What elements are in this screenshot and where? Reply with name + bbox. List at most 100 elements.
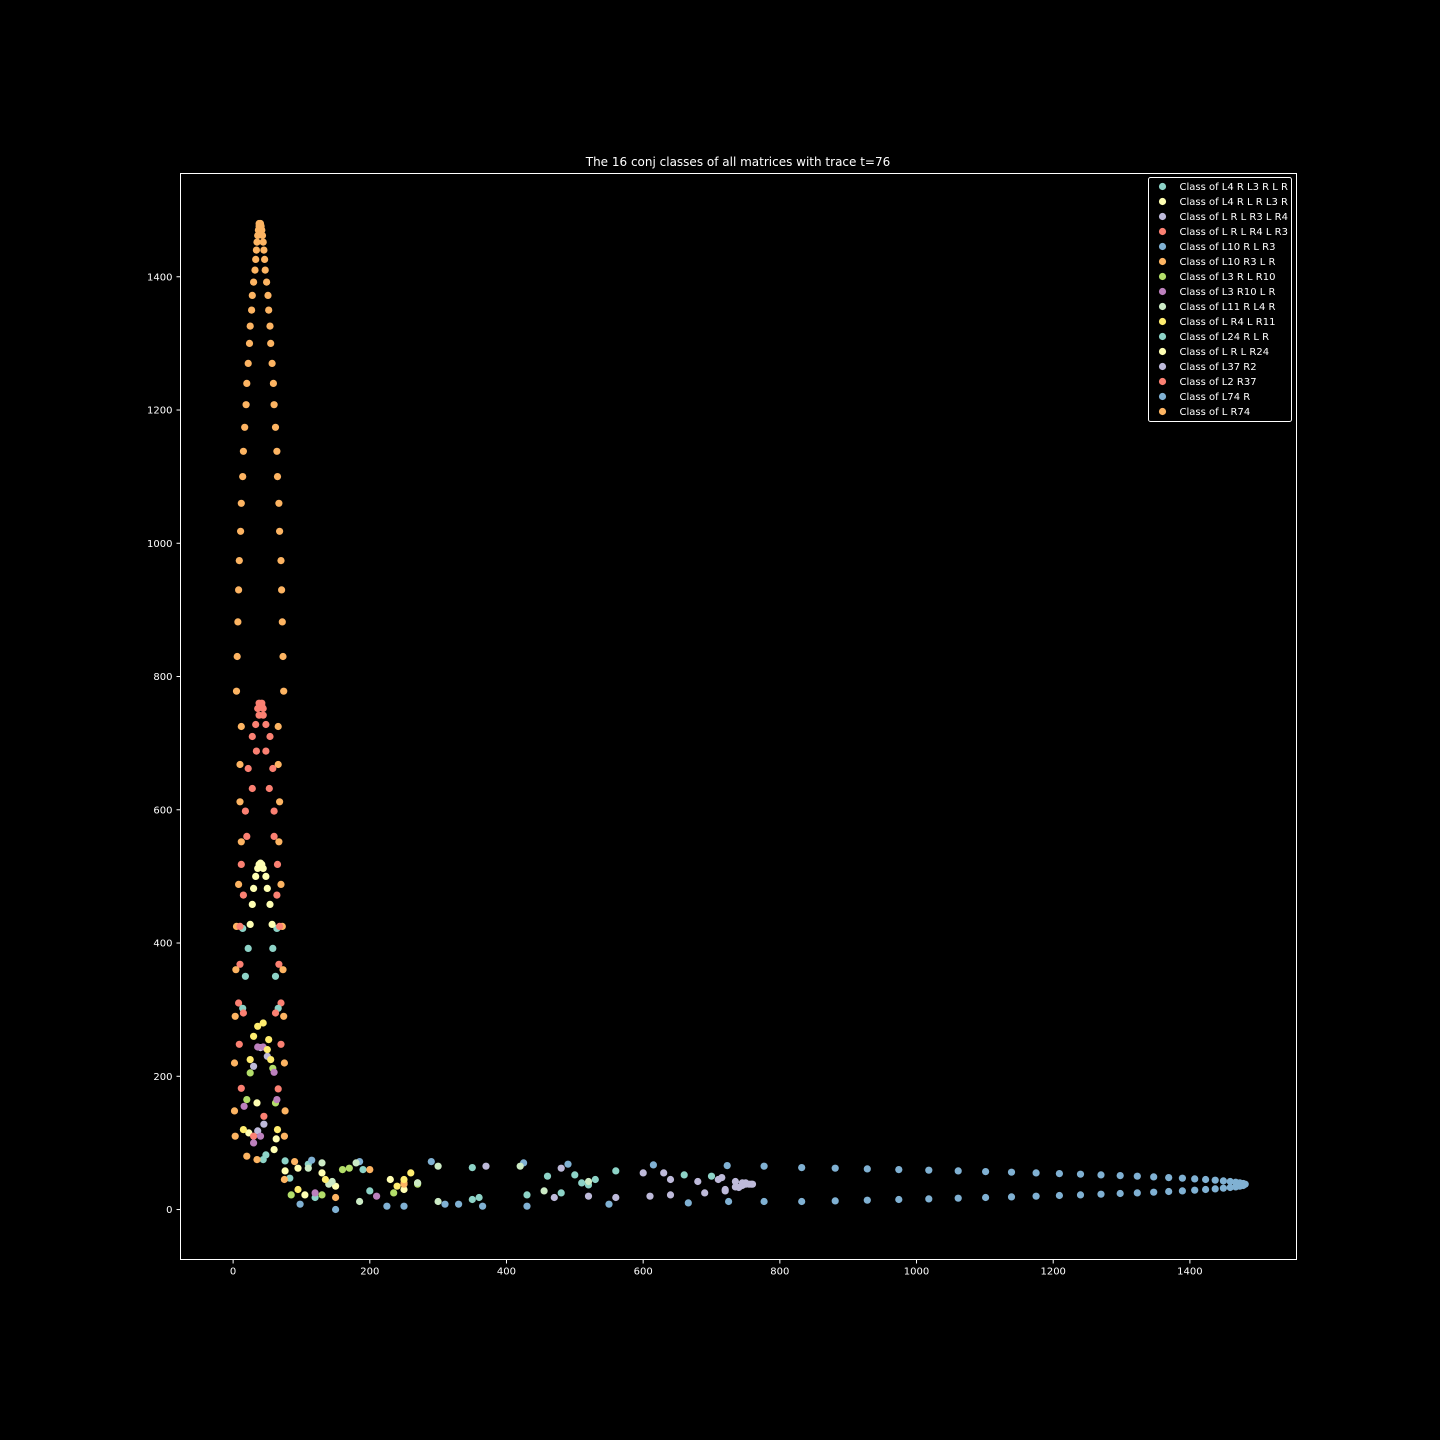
data-point-s14-45 bbox=[1191, 1186, 1199, 1194]
data-point-s5-25 bbox=[291, 1158, 299, 1166]
data-point-s14-12 bbox=[1097, 1171, 1105, 1179]
data-point-s15-5 bbox=[252, 246, 260, 254]
data-point-s14-39 bbox=[1097, 1190, 1105, 1198]
data-point-s2-9 bbox=[550, 1193, 558, 1202]
data-point-s14-34 bbox=[982, 1193, 990, 1202]
data-point-s6-5 bbox=[318, 1191, 326, 1199]
data-point-s5-9 bbox=[279, 966, 287, 974]
data-point-s10-15 bbox=[523, 1191, 531, 1199]
data-point-s14-38 bbox=[1076, 1191, 1085, 1199]
data-point-s0-4 bbox=[468, 1164, 476, 1172]
legend-marker-4 bbox=[1158, 242, 1167, 251]
data-point-s5-3 bbox=[281, 1107, 289, 1115]
legend-marker-14 bbox=[1158, 392, 1167, 401]
data-point-s11-1 bbox=[268, 920, 276, 929]
data-point-s11-6 bbox=[252, 872, 260, 881]
data-point-s5-23 bbox=[253, 1156, 261, 1164]
data-point-s14-30 bbox=[863, 1196, 871, 1204]
data-point-s14-22 bbox=[1226, 1177, 1234, 1186]
data-point-s4-17 bbox=[479, 1202, 487, 1210]
data-point-s15-42 bbox=[271, 423, 280, 431]
data-point-s14-31 bbox=[895, 1195, 903, 1204]
data-point-s7-8 bbox=[373, 1192, 381, 1200]
data-point-s14-11 bbox=[1076, 1170, 1085, 1178]
legend-label-12: Class of L37 R2 bbox=[1180, 362, 1257, 373]
data-point-s0-7 bbox=[286, 1174, 294, 1182]
data-point-s15-37 bbox=[266, 322, 274, 330]
data-point-s13-15 bbox=[271, 1009, 280, 1017]
data-point-s1-8 bbox=[270, 1146, 278, 1154]
legend-label-1: Class of L4 R L R L3 R bbox=[1180, 197, 1289, 208]
data-point-s11-2 bbox=[248, 900, 256, 909]
data-point-s12-0 bbox=[639, 1169, 647, 1177]
data-point-s10-3 bbox=[269, 944, 277, 953]
data-point-s4-1 bbox=[308, 1156, 316, 1164]
data-point-s3-12 bbox=[248, 784, 256, 793]
data-point-s10-4 bbox=[241, 972, 249, 980]
data-point-s8-3 bbox=[352, 1159, 360, 1167]
data-point-s15-19 bbox=[237, 499, 245, 507]
data-point-s13-10 bbox=[237, 860, 245, 869]
data-point-s9-5 bbox=[265, 1036, 273, 1044]
data-point-s12-1 bbox=[666, 1175, 675, 1184]
data-point-s0-5 bbox=[591, 1175, 599, 1184]
data-point-s9-3 bbox=[267, 1056, 275, 1064]
data-point-s14-14 bbox=[1133, 1172, 1141, 1180]
data-point-s3-10 bbox=[243, 832, 251, 841]
data-point-s5-13 bbox=[277, 880, 285, 889]
data-point-s6-7 bbox=[390, 1189, 398, 1197]
data-point-s9-8 bbox=[263, 1046, 271, 1054]
x-tick-label-3: 600 bbox=[634, 1267, 653, 1278]
data-point-s14-1 bbox=[798, 1164, 806, 1172]
y-tick-label-7: 1400 bbox=[147, 272, 172, 283]
data-point-s3-22 bbox=[250, 1132, 258, 1140]
data-point-s13-12 bbox=[236, 922, 244, 931]
data-point-s3-11 bbox=[270, 832, 278, 841]
data-point-s2-5 bbox=[660, 1169, 668, 1177]
data-point-s14-27 bbox=[760, 1197, 768, 1206]
data-point-s9-10 bbox=[400, 1175, 408, 1184]
data-point-s1-3 bbox=[294, 1164, 302, 1172]
data-point-s1-1 bbox=[272, 1135, 280, 1143]
y-tick-label-3: 600 bbox=[153, 805, 172, 816]
data-point-s15-28 bbox=[258, 226, 266, 234]
data-point-s1-2 bbox=[253, 1099, 261, 1107]
legend-label-6: Class of L3 R L R10 bbox=[1180, 272, 1276, 283]
data-point-s15-46 bbox=[276, 527, 284, 535]
data-point-s9-0 bbox=[239, 1126, 247, 1134]
data-point-s5-8 bbox=[232, 966, 240, 974]
data-point-s6-6 bbox=[338, 1166, 347, 1174]
data-point-s4-11 bbox=[649, 1161, 658, 1169]
data-point-s15-50 bbox=[279, 652, 287, 661]
y-tick-label-6: 1200 bbox=[147, 406, 172, 417]
data-points bbox=[230, 219, 1249, 1214]
data-point-s7-7 bbox=[311, 1189, 319, 1197]
data-point-s2-14 bbox=[260, 1120, 268, 1128]
data-point-s1-9 bbox=[281, 1167, 289, 1175]
data-point-s5-1 bbox=[280, 1132, 288, 1140]
legend-label-7: Class of L3 R10 L R bbox=[1180, 287, 1276, 298]
data-point-s15-33 bbox=[261, 266, 269, 274]
data-point-s15-9 bbox=[248, 291, 256, 299]
x-tick-label-4: 800 bbox=[770, 1267, 789, 1278]
data-point-s4-14 bbox=[725, 1197, 733, 1206]
data-point-s14-7 bbox=[982, 1168, 990, 1176]
legend-label-10: Class of L24 R L R bbox=[1180, 332, 1270, 343]
data-point-s4-4 bbox=[383, 1202, 391, 1210]
data-point-s14-5 bbox=[925, 1166, 933, 1174]
data-point-s9-13 bbox=[321, 1175, 329, 1184]
data-point-s12-13 bbox=[721, 1185, 729, 1194]
data-point-s14-46 bbox=[1202, 1185, 1210, 1194]
data-point-s15-14 bbox=[243, 379, 251, 387]
legend-marker-13 bbox=[1158, 377, 1167, 386]
x-tick-label-5: 1000 bbox=[904, 1267, 929, 1278]
data-point-s5-21 bbox=[274, 722, 282, 731]
legend-label-2: Class of L R L R3 L R4 bbox=[1180, 212, 1288, 223]
data-point-s14-47 bbox=[1211, 1185, 1219, 1193]
data-point-s5-6 bbox=[231, 1012, 239, 1020]
data-point-s10-16 bbox=[557, 1189, 565, 1197]
data-point-s14-28 bbox=[798, 1197, 806, 1206]
data-point-s10-5 bbox=[271, 972, 280, 980]
data-point-s2-10 bbox=[666, 1191, 675, 1199]
legend-marker-9 bbox=[1158, 317, 1167, 326]
